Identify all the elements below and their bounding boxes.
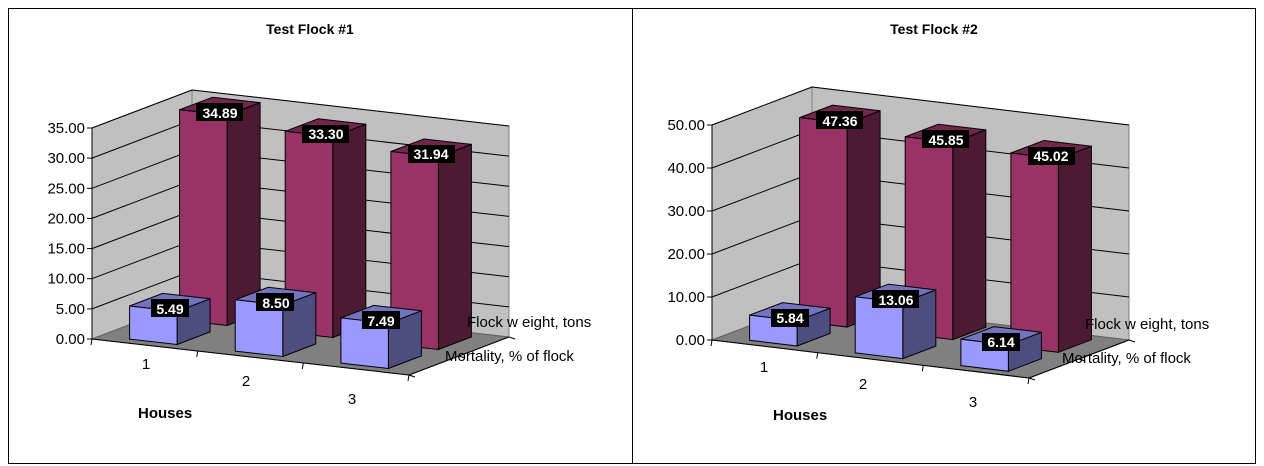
chart-1-depth-tick — [458, 355, 466, 359]
chart-2-x-tick — [710, 339, 713, 347]
data-label-box — [151, 299, 189, 317]
data-label: 45.85 — [928, 132, 963, 148]
chart-2-series-label-flock-weight: Flock w eight, tons — [1085, 316, 1209, 333]
data-label-box — [982, 333, 1020, 351]
chart-2-y-tick-label: 50.00 — [667, 117, 705, 134]
data-label: 5.84 — [776, 310, 803, 326]
chart-2-side-wall — [711, 86, 813, 341]
chart-2-title: Test Flock #2 — [890, 21, 978, 37]
chart-2-y-tick-label: 0.00 — [676, 332, 705, 349]
data-label-box — [816, 111, 863, 129]
chart-2-depth-tick — [1128, 339, 1136, 343]
chart-1-svg: Test Flock #1 0.00 5.00 10.00 15.00 20.00 25.0… — [47, 21, 591, 422]
chart-2-category-label: 3 — [969, 394, 977, 411]
chart-2-y-tick-label: 40.00 — [667, 160, 705, 177]
chart-2-x-tick — [921, 365, 924, 372]
data-label-box — [408, 145, 455, 163]
chart-1-y-tick-label: 20.00 — [47, 210, 85, 227]
data-label-box — [922, 130, 969, 148]
chart-2-y-tick-label: 20.00 — [667, 246, 705, 263]
chart-2-category-label: 2 — [859, 376, 867, 393]
chart-1-y-tick-label: 5.00 — [56, 301, 85, 318]
data-label: 7.49 — [367, 313, 394, 329]
chart-1-title: Test Flock #1 — [266, 21, 354, 37]
bar-flock-weight — [799, 104, 881, 328]
data-label-box — [196, 103, 243, 121]
chart-2-category-label: 1 — [760, 359, 768, 376]
chart-2-y-tick-label: 30.00 — [667, 203, 705, 220]
chart-1-x-axis-label: Houses — [138, 405, 192, 422]
chart-2-x-tick — [816, 352, 819, 359]
chart-2-x-tick — [1027, 377, 1030, 385]
data-label: 5.49 — [156, 301, 183, 317]
chart-1-y-tick-label: 35.00 — [47, 120, 85, 137]
chart-1-series-label-mortality: Mortality, % of flock — [445, 348, 574, 365]
chart-1-y-tick-label: 25.00 — [47, 180, 85, 197]
data-label-box — [362, 311, 400, 329]
chart-2-svg: Test Flock #2 0.00 10.00 20.00 30.00 40.00 50.… — [667, 21, 1209, 424]
chart-2-series-label-mortality: Mortality, % of flock — [1062, 350, 1191, 367]
chart-1-category-label: 2 — [242, 373, 250, 390]
data-label: 33.30 — [308, 126, 343, 142]
chart-2-x-axis-label: Houses — [773, 407, 827, 424]
chart-1-series-label-flock-weight: Flock w eight, tons — [467, 314, 591, 331]
data-label-box — [771, 309, 809, 327]
chart-1-x-axis — [91, 338, 410, 376]
bar-flock-weight — [1010, 139, 1092, 354]
chart-1-y-tick-label: 15.00 — [47, 241, 85, 258]
chart-1-x-tick — [407, 374, 410, 382]
chart-2-depth-tick — [1028, 377, 1036, 381]
data-label: 45.02 — [1033, 148, 1068, 164]
chart-1-x-tick — [301, 362, 304, 370]
chart-1-x-tick — [90, 338, 93, 346]
data-label: 13.06 — [878, 292, 913, 308]
chart-2-depth-tick — [1078, 358, 1086, 362]
data-label: 31.94 — [413, 146, 448, 162]
chart-1-y-tick-label: 10.00 — [47, 271, 85, 288]
chart-1-gridline — [91, 89, 510, 129]
bar-flock-weight — [284, 118, 367, 339]
data-label: 34.89 — [202, 105, 237, 121]
chart-2-y-tick-label: 10.00 — [667, 289, 705, 306]
chart-1-y-tick-label: 30.00 — [47, 150, 85, 167]
data-label: 47.36 — [822, 113, 857, 129]
chart-panel-1: Test Flock #1 0.00 5.00 10.00 15.00 20.00 25.0… — [8, 8, 633, 464]
chart-1-category-label: 1 — [142, 356, 150, 373]
data-label-box — [872, 290, 919, 308]
data-label-box — [1028, 147, 1075, 165]
chart-1-depth-tick — [408, 374, 416, 378]
data-label: 8.50 — [262, 295, 289, 311]
bar-flock-weight — [390, 138, 472, 351]
data-label-box — [302, 125, 349, 143]
bar-flock-weight — [179, 96, 261, 327]
chart-1-x-tick — [196, 350, 199, 358]
chart-panel-2: Test Flock #2 0.00 10.00 20.00 30.00 40.00 50.… — [632, 8, 1256, 464]
data-label-box — [256, 293, 294, 311]
chart-1-depth-tick — [508, 336, 516, 340]
chart-2-gridline — [711, 86, 1130, 126]
chart-1-y-tick-label: 0.00 — [56, 331, 85, 348]
data-label: 6.14 — [987, 334, 1014, 350]
chart-1-category-label: 3 — [348, 391, 356, 408]
chart-2-x-axis — [711, 339, 1030, 379]
